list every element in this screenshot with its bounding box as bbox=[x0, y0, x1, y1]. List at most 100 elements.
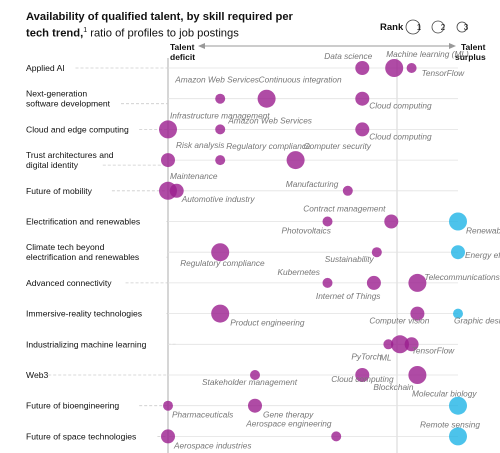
trend-label: Next-generation bbox=[26, 89, 87, 99]
skill-label: Sustainability bbox=[325, 254, 375, 264]
skill-bubble bbox=[449, 427, 467, 446]
skill-label: Amazon Web Services bbox=[174, 75, 259, 85]
skill-bubble bbox=[322, 216, 333, 227]
trend-label: digital identity bbox=[26, 160, 79, 170]
chart-title: Availability of qualified talent, by ski… bbox=[26, 11, 316, 41]
skill-label: Cloud computing bbox=[369, 101, 432, 111]
skill-label: Telecommunications bbox=[424, 272, 499, 282]
skill-bubble bbox=[385, 59, 404, 77]
skill-bubble bbox=[211, 304, 230, 323]
skill-label: Aerospace industries bbox=[173, 440, 251, 450]
trend-label: Trust architectures and bbox=[26, 150, 114, 160]
trend-label: Future of space technologies bbox=[26, 431, 136, 441]
trend-label: software development bbox=[26, 99, 111, 109]
skill-bubble bbox=[161, 153, 175, 168]
trend-label: Web3 bbox=[26, 370, 49, 380]
skill-label: Energy efficiency bbox=[465, 250, 500, 260]
skill-label: Aerospace engineering bbox=[245, 418, 332, 428]
skill-bubble bbox=[449, 212, 467, 231]
skill-bubble bbox=[366, 275, 381, 290]
skill-bubble bbox=[449, 396, 467, 415]
skill-bubble bbox=[161, 429, 175, 444]
skill-bubble bbox=[322, 277, 333, 288]
trend-label: electrification and renewables bbox=[26, 252, 139, 262]
axis-deficit-label-1: Talent bbox=[170, 42, 195, 52]
skill-label: Computer vision bbox=[369, 316, 429, 326]
skill-label: Remote sensing bbox=[420, 419, 480, 429]
trend-label: Future of bioengineering bbox=[26, 401, 119, 411]
rank-legend-circle bbox=[405, 19, 421, 35]
trend-label: Electrification and renewables bbox=[26, 217, 140, 227]
skill-label: Contract management bbox=[303, 204, 386, 214]
skill-label: Infrastructure management bbox=[170, 110, 270, 120]
skill-label: ML bbox=[380, 352, 392, 362]
skill-bubble bbox=[286, 151, 305, 170]
axis-arrow-left bbox=[198, 43, 205, 49]
skill-bubble bbox=[159, 120, 177, 139]
rank-legend-label: Rank bbox=[380, 22, 404, 33]
skill-bubble bbox=[406, 63, 417, 73]
rank-legend-circle bbox=[456, 21, 468, 33]
skill-bubble bbox=[215, 93, 226, 104]
skill-label: Maintenance bbox=[170, 171, 218, 181]
title-footnote-marker: 1 bbox=[83, 27, 88, 34]
skill-label: PyTorch bbox=[351, 351, 382, 361]
skill-bubble bbox=[453, 308, 463, 319]
skill-bubble bbox=[169, 183, 184, 198]
skill-label: Molecular biology bbox=[412, 389, 477, 399]
skill-label: Photovoltaics bbox=[282, 226, 331, 236]
trend-label: Cloud and edge computing bbox=[26, 124, 129, 134]
skill-bubble bbox=[331, 431, 342, 442]
skill-bubble bbox=[163, 400, 173, 411]
skill-label: Cloud computing bbox=[369, 131, 432, 141]
skill-bubble bbox=[451, 245, 465, 260]
rank-legend-number: 2 bbox=[441, 23, 446, 32]
skill-bubble bbox=[257, 89, 276, 108]
skill-bubble bbox=[355, 368, 370, 382]
skill-label: Automotive industry bbox=[181, 194, 256, 204]
skill-label: Graphic design bbox=[454, 316, 500, 326]
skill-label: Kubernetes bbox=[278, 267, 320, 277]
skill-label: Data science bbox=[324, 51, 372, 61]
rank-legend-number: 1 bbox=[417, 23, 422, 32]
skill-bubble bbox=[391, 335, 409, 354]
rank-legend-circle bbox=[431, 20, 445, 34]
skill-label: Manufacturing bbox=[286, 179, 339, 189]
skill-label: Continuous integration bbox=[259, 75, 342, 85]
skill-bubble bbox=[371, 247, 382, 258]
skill-bubble bbox=[383, 339, 394, 350]
skill-label: Machine learning (ML) bbox=[386, 49, 469, 59]
axis-deficit-label-2: deficit bbox=[170, 52, 195, 62]
axis-surplus-label-1: Talent bbox=[461, 42, 486, 52]
skill-label: Internet of Things bbox=[316, 291, 381, 301]
skill-bubble bbox=[408, 366, 427, 384]
skill-bubble bbox=[355, 61, 370, 75]
skill-bubble bbox=[404, 337, 419, 352]
skill-label: Regulatory compliance bbox=[226, 141, 311, 151]
skill-label: Gene therapy bbox=[263, 410, 314, 420]
skill-label: Cloud computing bbox=[331, 374, 394, 384]
skill-bubble bbox=[355, 122, 370, 137]
skill-bubble bbox=[342, 185, 353, 196]
skill-label: TensorFlow bbox=[422, 68, 466, 78]
skill-bubble bbox=[215, 155, 226, 166]
skill-bubble bbox=[410, 306, 425, 321]
trend-label: Immersive-reality technologies bbox=[26, 309, 142, 319]
title-bold: Availability of qualified talent, by ski… bbox=[26, 11, 293, 40]
skill-bubble bbox=[211, 243, 230, 262]
skill-bubble bbox=[250, 370, 260, 380]
trend-label: Industrializing machine learning bbox=[26, 339, 147, 349]
trend-label: Advanced connectivity bbox=[26, 278, 112, 288]
skill-label: Blockchain bbox=[373, 382, 414, 392]
skill-bubble bbox=[384, 214, 399, 229]
rank-legend-number: 3 bbox=[464, 23, 469, 32]
skill-label: Pharmaceuticals bbox=[172, 410, 233, 420]
skill-label: Product engineering bbox=[230, 318, 305, 328]
skill-label: Risk analysis bbox=[176, 140, 224, 150]
trend-label: Climate tech beyond bbox=[26, 242, 105, 252]
skill-label: Regulatory compliance bbox=[180, 258, 265, 268]
trend-label: Future of mobility bbox=[26, 186, 93, 196]
skill-label: Renewable energy bbox=[466, 226, 500, 236]
skill-label: Amazon Web Services bbox=[227, 115, 312, 125]
